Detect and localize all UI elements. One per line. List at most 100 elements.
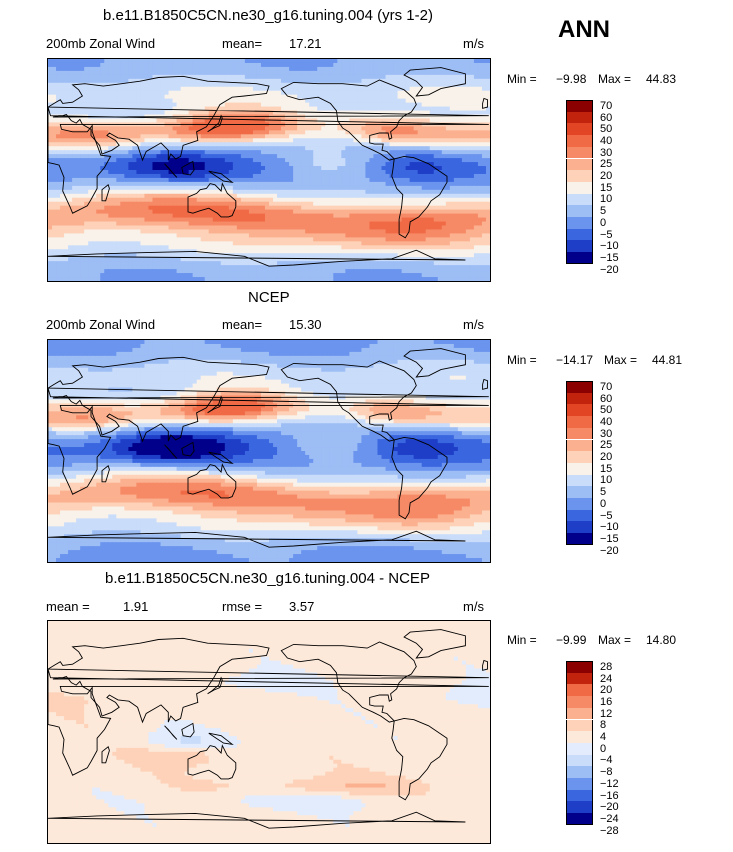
field-cell: [256, 193, 262, 199]
field-cell: [369, 98, 375, 104]
field-cell: [88, 98, 93, 104]
field-cell: [80, 213, 85, 219]
field-cell: [445, 78, 451, 84]
field-cell: [269, 177, 274, 183]
field-cell: [164, 173, 170, 179]
field-cell: [216, 82, 222, 88]
field-cell: [164, 138, 170, 143]
field-cell: [413, 154, 419, 159]
field-cell: [465, 181, 471, 187]
field-cell: [148, 126, 154, 131]
field-cell: [441, 106, 447, 112]
field-cell: [449, 74, 455, 80]
field-cell: [481, 102, 487, 108]
field-cell: [369, 110, 375, 116]
field-cell: [349, 162, 354, 167]
field-cell: [64, 126, 69, 131]
field-cell: [393, 233, 399, 238]
field-cell: [76, 221, 81, 227]
field-cell: [116, 201, 121, 207]
field-cell: [248, 102, 254, 108]
field-cell: [373, 173, 379, 179]
field-cell: [481, 70, 487, 76]
field-cell: [56, 86, 61, 92]
field-cell: [56, 94, 61, 100]
field-cell: [389, 66, 395, 72]
field-cell: [453, 82, 459, 88]
field-cell: [293, 66, 298, 72]
field-cell: [369, 209, 375, 215]
field-cell: [441, 193, 447, 199]
field-cell: [301, 189, 306, 195]
field-cell: [176, 237, 182, 242]
field-cell: [216, 130, 222, 135]
field-cell: [449, 150, 455, 155]
field-cell: [264, 213, 270, 219]
field-cell: [212, 154, 218, 159]
field-cell: [409, 78, 415, 84]
field-cell: [48, 177, 53, 183]
field-cell: [453, 181, 459, 187]
field-cell: [273, 146, 278, 151]
field-cell: [116, 102, 121, 108]
field-cell: [345, 90, 350, 96]
field-cell: [281, 94, 286, 100]
field-cell: [309, 59, 314, 64]
field-cell: [477, 70, 483, 76]
field-cell: [164, 209, 170, 215]
field-cell: [369, 150, 375, 155]
field-cell: [349, 221, 354, 227]
field-cell: [92, 78, 97, 84]
field-cell: [381, 138, 387, 143]
field-cell: [64, 74, 69, 80]
field-cell: [477, 98, 483, 104]
field-cell: [369, 189, 375, 195]
field-cell: [357, 102, 363, 108]
field-cell: [477, 138, 483, 143]
field-cell: [136, 126, 142, 131]
field-cell: [301, 162, 306, 167]
field-cell: [385, 225, 391, 231]
field-cell: [132, 213, 137, 219]
field-cell: [281, 134, 286, 139]
field-cell: [164, 66, 170, 72]
field-cell: [385, 114, 391, 120]
field-cell: [260, 185, 266, 191]
field-cell: [281, 154, 286, 159]
field-cell: [373, 130, 379, 135]
field-cell: [313, 209, 318, 215]
field-cell: [224, 142, 230, 147]
field-cell: [128, 94, 133, 100]
field-cell: [144, 225, 150, 231]
field-cell: [144, 158, 150, 163]
field-cell: [341, 70, 346, 76]
field-cell: [204, 209, 210, 215]
field-cell: [333, 229, 338, 235]
field-cell: [385, 154, 391, 159]
field-cell: [196, 134, 202, 139]
field-cell: [136, 205, 142, 211]
field-cell: [325, 221, 330, 227]
field-cell: [429, 233, 435, 238]
field-cell: [373, 70, 379, 76]
field-cell: [108, 74, 113, 80]
field-cell: [457, 189, 463, 195]
field-cell: [252, 62, 258, 68]
field-cell: [437, 94, 443, 100]
field-cell: [353, 166, 358, 171]
field-cell: [321, 98, 326, 104]
field-cell: [52, 209, 57, 215]
field-cell: [317, 205, 322, 211]
field-cell: [477, 146, 483, 151]
field-cell: [208, 66, 214, 72]
field-cell: [481, 130, 487, 135]
field-cell: [200, 217, 206, 223]
field-cell: [116, 185, 121, 191]
field-cell: [461, 106, 467, 112]
field-cell: [260, 150, 266, 155]
field-cell: [289, 138, 294, 143]
field-cell: [461, 158, 467, 163]
field-cell: [116, 205, 121, 211]
field-cell: [216, 146, 222, 151]
field-cell: [385, 170, 391, 175]
